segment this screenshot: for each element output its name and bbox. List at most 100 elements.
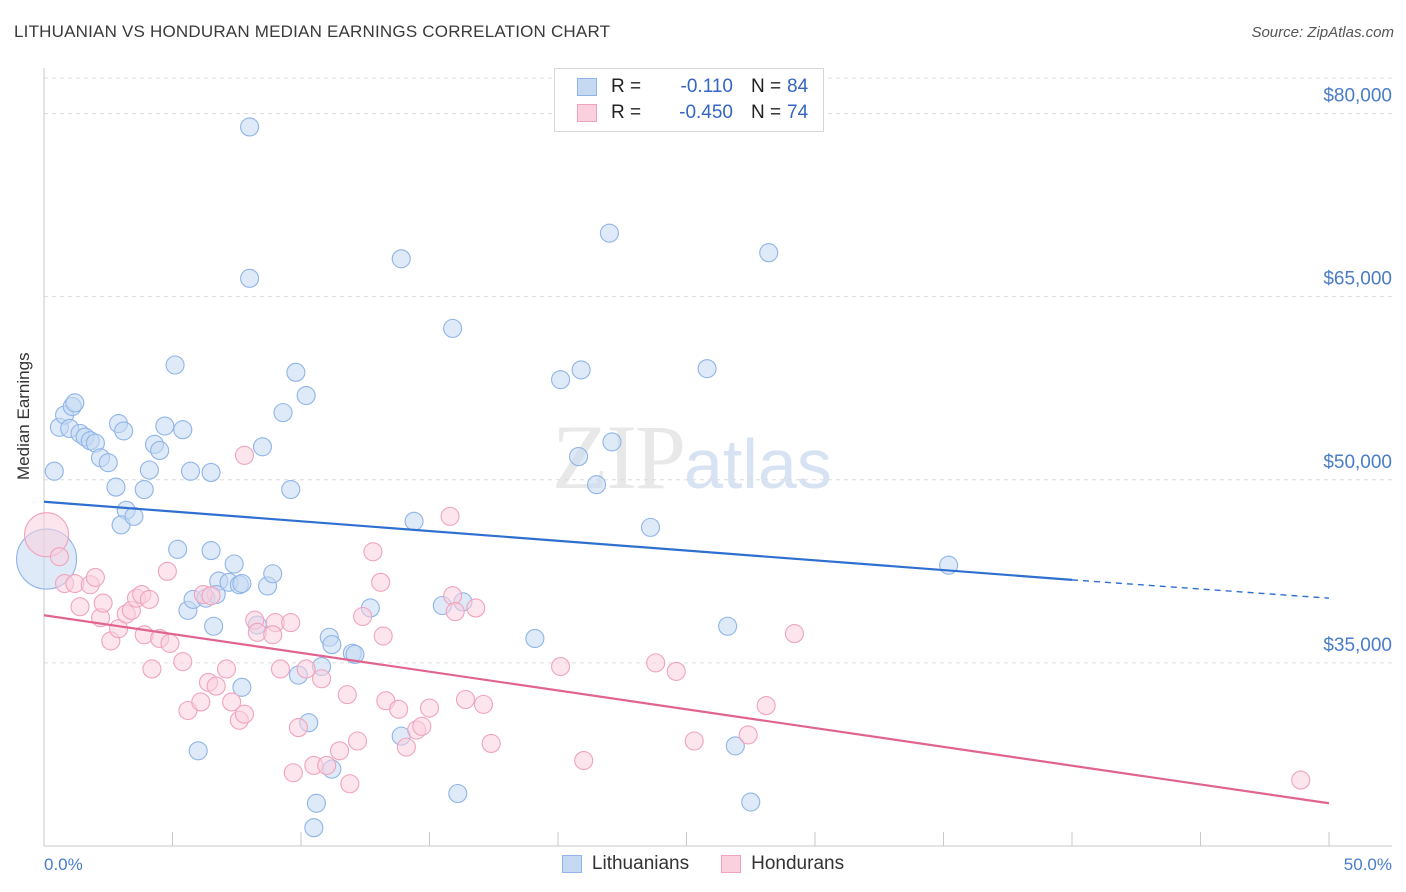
point-lithuanian [44, 461, 64, 481]
point-honduran [684, 731, 704, 751]
point-honduran [49, 547, 69, 567]
x-ticks [43, 832, 1330, 846]
point-honduran [160, 633, 180, 653]
point-lithuanian [640, 517, 661, 537]
trend-line-hondurans [43, 614, 1330, 805]
point-honduran [201, 586, 221, 606]
stats-legend: R = -0.110 N = 84 R = -0.450 N = 74 [554, 68, 824, 132]
y-tick-label: $50,000 [1323, 452, 1392, 473]
point-honduran [85, 567, 105, 587]
point-lithuanian [106, 477, 126, 497]
point-honduran [206, 676, 226, 696]
point-lithuanian [759, 243, 779, 263]
point-lithuanian [725, 736, 745, 756]
y-tick-label: $65,000 [1323, 269, 1392, 290]
point-lithuanian [345, 644, 365, 664]
n-value: 74 [787, 102, 809, 123]
point-honduran [347, 731, 368, 751]
point-lithuanian [155, 416, 175, 436]
point-honduran [234, 704, 255, 724]
point-honduran [473, 694, 494, 714]
point-lithuanian [525, 628, 545, 649]
point-honduran [481, 733, 501, 754]
point-honduran [389, 699, 409, 719]
point-honduran [646, 653, 666, 673]
series-lithuanians-points [16, 117, 959, 838]
point-lithuanian [718, 616, 738, 636]
point-honduran [108, 619, 129, 639]
point-honduran [337, 685, 357, 705]
point-lithuanian [124, 506, 144, 526]
point-honduran [283, 763, 303, 783]
point-lithuanian [232, 573, 252, 594]
point-lithuanian [173, 420, 193, 440]
point-lithuanian [286, 362, 306, 382]
legend-swatch-pink [577, 104, 597, 122]
point-lithuanian [224, 554, 244, 574]
point-lithuanian [551, 370, 571, 390]
point-lithuanian [139, 460, 159, 480]
legend-item-lithuanians[interactable]: Lithuanians [561, 853, 689, 875]
point-lithuanian [134, 479, 154, 500]
point-honduran [191, 692, 211, 712]
point-honduran [93, 593, 113, 613]
n-value: 84 [787, 76, 809, 97]
point-lithuanian [569, 447, 589, 467]
point-lithuanian [306, 793, 326, 813]
stats-row-hondurans: R = -0.450 N = 74 [577, 101, 808, 125]
legend-swatch-blue [561, 855, 582, 873]
point-honduran [288, 718, 308, 738]
point-lithuanian [391, 249, 411, 269]
point-lithuanian [443, 318, 463, 338]
point-honduran [157, 561, 177, 581]
point-lithuanian [240, 268, 260, 288]
legend-label: Hondurans [751, 853, 845, 874]
point-lithuanian [304, 818, 324, 838]
x-tick-label-max: 50.0% [1344, 855, 1392, 874]
point-honduran [263, 625, 283, 645]
point-lithuanian [201, 462, 221, 482]
point-honduran [784, 624, 804, 644]
point-lithuanian [168, 539, 188, 559]
stats-row-lithuanians: R = -0.110 N = 84 [577, 75, 808, 99]
r-value: -0.110 [680, 76, 733, 97]
point-honduran [70, 597, 90, 617]
point-honduran [270, 659, 290, 679]
legend-swatch-blue [577, 78, 597, 96]
point-honduran [142, 659, 162, 679]
point-lithuanian [263, 564, 283, 584]
point-lithuanian [599, 223, 619, 243]
point-lithuanian [98, 453, 118, 473]
point-honduran [312, 669, 332, 689]
y-tick-label: $80,000 [1323, 86, 1392, 107]
watermark-atlas: atlas [684, 425, 832, 503]
point-honduran [281, 613, 301, 633]
series-hondurans-points [24, 445, 1311, 794]
point-honduran [139, 589, 159, 609]
r-label: R = [611, 76, 642, 97]
point-lithuanian [741, 792, 761, 812]
point-lithuanian [252, 437, 273, 457]
legend-item-hondurans[interactable]: Hondurans [721, 853, 844, 875]
point-honduran [443, 586, 463, 606]
point-lithuanian [296, 385, 316, 406]
source-label: Source: ZipAtlas.com [1251, 24, 1394, 41]
point-lithuanian [240, 117, 260, 137]
point-honduran [756, 696, 776, 716]
point-honduran [296, 659, 316, 679]
point-honduran [419, 698, 440, 718]
r-label: R = [611, 102, 642, 123]
point-honduran [329, 741, 350, 761]
n-label: N = [751, 102, 782, 123]
point-honduran [173, 652, 193, 672]
point-lithuanian [201, 541, 221, 561]
point-lithuanian [65, 393, 85, 413]
n-label: N = [751, 76, 782, 97]
point-honduran [396, 737, 416, 757]
point-lithuanian [165, 355, 185, 375]
point-honduran [216, 659, 237, 679]
point-lithuanian [204, 616, 224, 636]
point-honduran [445, 602, 465, 622]
chart-title: LITHUANIAN VS HONDURAN MEDIAN EARNINGS C… [14, 22, 611, 41]
